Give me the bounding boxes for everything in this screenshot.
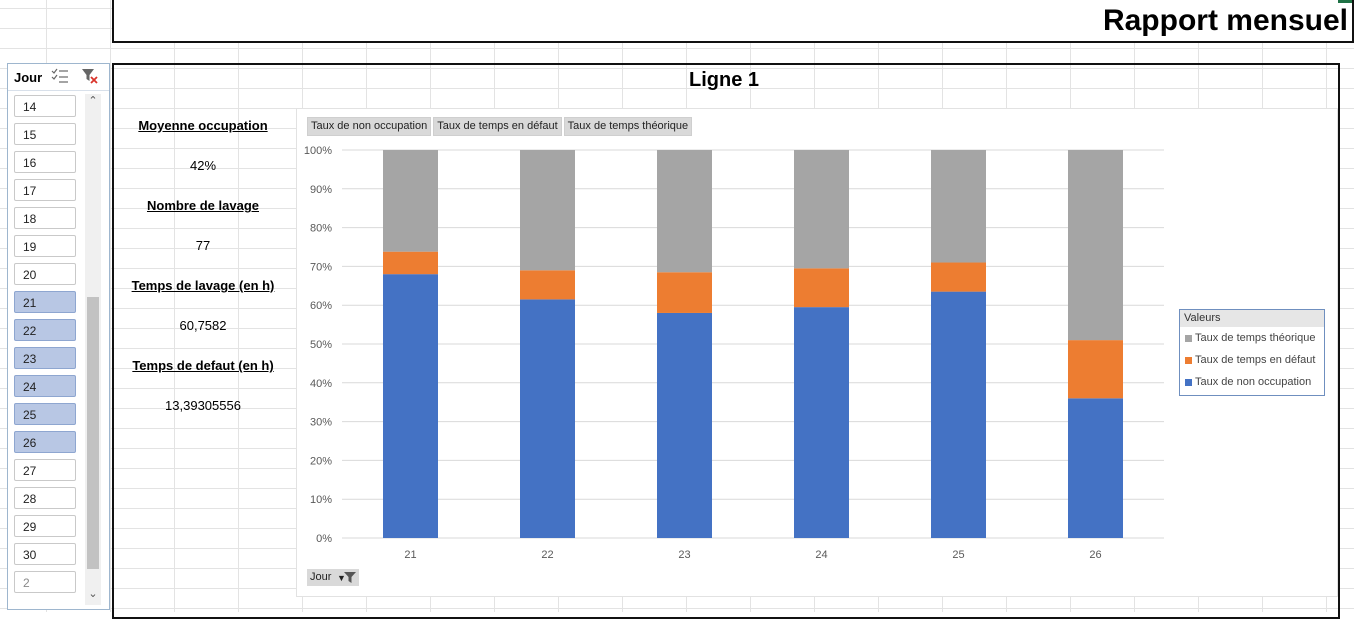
slicer-header: Jour	[8, 64, 109, 91]
legend-item-defaut: Taux de temps en défaut	[1180, 349, 1324, 371]
bar-segment-23-1	[657, 272, 712, 313]
y-tick-label: 60%	[310, 300, 332, 312]
legend-item-non-occupation: Taux de non occupation	[1180, 371, 1324, 393]
multi-select-icon[interactable]	[51, 68, 69, 84]
y-tick-label: 20%	[310, 455, 332, 467]
slicer-item-30[interactable]: 30	[14, 543, 76, 565]
bar-segment-23-0	[657, 312, 712, 538]
dropdown-arrow-icon: ▼	[337, 573, 346, 583]
x-tick-label: 23	[678, 549, 690, 561]
jour-axis-field-button[interactable]: Jour ▼	[307, 569, 359, 586]
y-tick-label: 90%	[310, 184, 332, 196]
bar-segment-21-0	[383, 274, 438, 538]
legend-swatch-orange	[1185, 357, 1192, 364]
chart-legend[interactable]: Valeurs Taux de temps théorique Taux de …	[1179, 309, 1325, 396]
report-title-box: Rapport mensuel	[112, 0, 1354, 43]
slicer-item-26[interactable]: 26	[14, 431, 76, 453]
bar-segment-24-1	[794, 268, 849, 308]
y-tick-label: 100%	[304, 145, 332, 157]
slicer-item-16[interactable]: 16	[14, 151, 76, 173]
bar-segment-24-2	[794, 150, 849, 269]
legend-title: Valeurs	[1180, 310, 1324, 327]
bar-segment-22-2	[520, 150, 575, 271]
slicer-item-20[interactable]: 20	[14, 263, 76, 285]
bar-segment-22-1	[520, 270, 575, 300]
legend-label: Taux de temps en défaut	[1195, 354, 1316, 366]
x-tick-label: 24	[815, 549, 827, 561]
bar-segment-26-0	[1068, 398, 1123, 538]
bar-segment-21-1	[383, 251, 438, 275]
bar-segment-23-2	[657, 150, 712, 273]
slicer-item-2[interactable]: 2	[14, 571, 76, 593]
scroll-up-icon[interactable]: ⌃	[88, 95, 98, 107]
jour-axis-field-label: Jour	[310, 571, 332, 583]
bar-segment-24-0	[794, 307, 849, 538]
defaut-time-value: 13,39305556	[165, 398, 241, 413]
slicer-item-23[interactable]: 23	[14, 347, 76, 369]
scroll-thumb[interactable]	[87, 297, 99, 569]
slicer-title: Jour	[14, 70, 43, 85]
legend-swatch-blue	[1185, 379, 1192, 386]
y-tick-label: 10%	[310, 494, 332, 506]
clear-filter-icon[interactable]	[81, 68, 99, 85]
slicer-item-14[interactable]: 14	[14, 95, 76, 117]
bar-segment-25-1	[931, 262, 986, 292]
section-title: Ligne 1	[688, 69, 759, 91]
jour-slicer[interactable]: Jour 14 15 16 17 18 19 20 21 22 23 24 25 26 27 28 29 30 2…	[7, 63, 110, 610]
scroll-down-icon[interactable]: ⌄	[88, 588, 98, 600]
y-tick-label: 30%	[310, 417, 332, 429]
filter-icon	[344, 572, 356, 583]
x-tick-label: 21	[404, 549, 416, 561]
slicer-item-15[interactable]: 15	[14, 123, 76, 145]
y-tick-label: 70%	[310, 261, 332, 273]
lavage-count-label: Nombre de lavage	[147, 198, 259, 213]
occupation-value: 42%	[189, 158, 217, 173]
bar-segment-22-0	[520, 299, 575, 538]
report-title: Rapport mensuel	[1102, 4, 1348, 37]
y-tick-label: 40%	[310, 378, 332, 390]
slicer-item-18[interactable]: 18	[14, 207, 76, 229]
lavage-count-value: 77	[195, 238, 211, 253]
slicer-item-17[interactable]: 17	[14, 179, 76, 201]
bar-segment-26-1	[1068, 340, 1123, 399]
x-tick-label: 26	[1089, 549, 1101, 561]
bar-segment-25-2	[931, 150, 986, 263]
stacked-bar-chart: 0% 10% 20% 30% 40% 50% 60% 70% 80% 90% 100% 21 22 23 2…	[304, 145, 1164, 561]
bar-segment-25-0	[931, 291, 986, 538]
slicer-item-27[interactable]: 27	[14, 459, 76, 481]
slicer-scrollbar[interactable]: ⌃ ⌄	[85, 94, 101, 605]
legend-swatch-gray	[1185, 335, 1192, 342]
field-button-defaut[interactable]: Taux de temps en défaut	[433, 117, 562, 136]
legend-label: Taux de non occupation	[1195, 376, 1312, 388]
y-tick-label: 0%	[316, 533, 332, 545]
defaut-time-label: Temps de defaut (en h)	[132, 358, 274, 373]
bar-segment-21-2	[383, 150, 438, 252]
lavage-time-value: 60,7582	[179, 318, 227, 333]
x-tick-label: 22	[541, 549, 553, 561]
chart-field-buttons: Taux de non occupation Taux de temps en …	[307, 117, 693, 136]
field-button-non-occupation[interactable]: Taux de non occupation	[307, 117, 432, 136]
slicer-item-25[interactable]: 25	[14, 403, 76, 425]
slicer-item-29[interactable]: 29	[14, 515, 76, 537]
legend-label: Taux de temps théorique	[1195, 332, 1316, 344]
slicer-item-21[interactable]: 21	[14, 291, 76, 313]
field-button-theorique[interactable]: Taux de temps théorique	[563, 117, 693, 136]
lavage-time-label: Temps de lavage (en h)	[131, 278, 275, 293]
y-tick-label: 80%	[310, 223, 332, 235]
y-tick-label: 50%	[310, 339, 332, 351]
legend-item-theorique: Taux de temps théorique	[1180, 327, 1324, 349]
occupation-label: Moyenne occupation	[138, 118, 268, 133]
slicer-item-list: 14 15 16 17 18 19 20 21 22 23 24 25 26 27 28 29 30 2	[14, 95, 80, 599]
bar-segment-26-2	[1068, 150, 1123, 341]
x-tick-label: 25	[952, 549, 964, 561]
slicer-item-22[interactable]: 22	[14, 319, 76, 341]
slicer-item-19[interactable]: 19	[14, 235, 76, 257]
sheet-corner-mark	[1338, 0, 1352, 3]
slicer-item-24[interactable]: 24	[14, 375, 76, 397]
slicer-item-28[interactable]: 28	[14, 487, 76, 509]
